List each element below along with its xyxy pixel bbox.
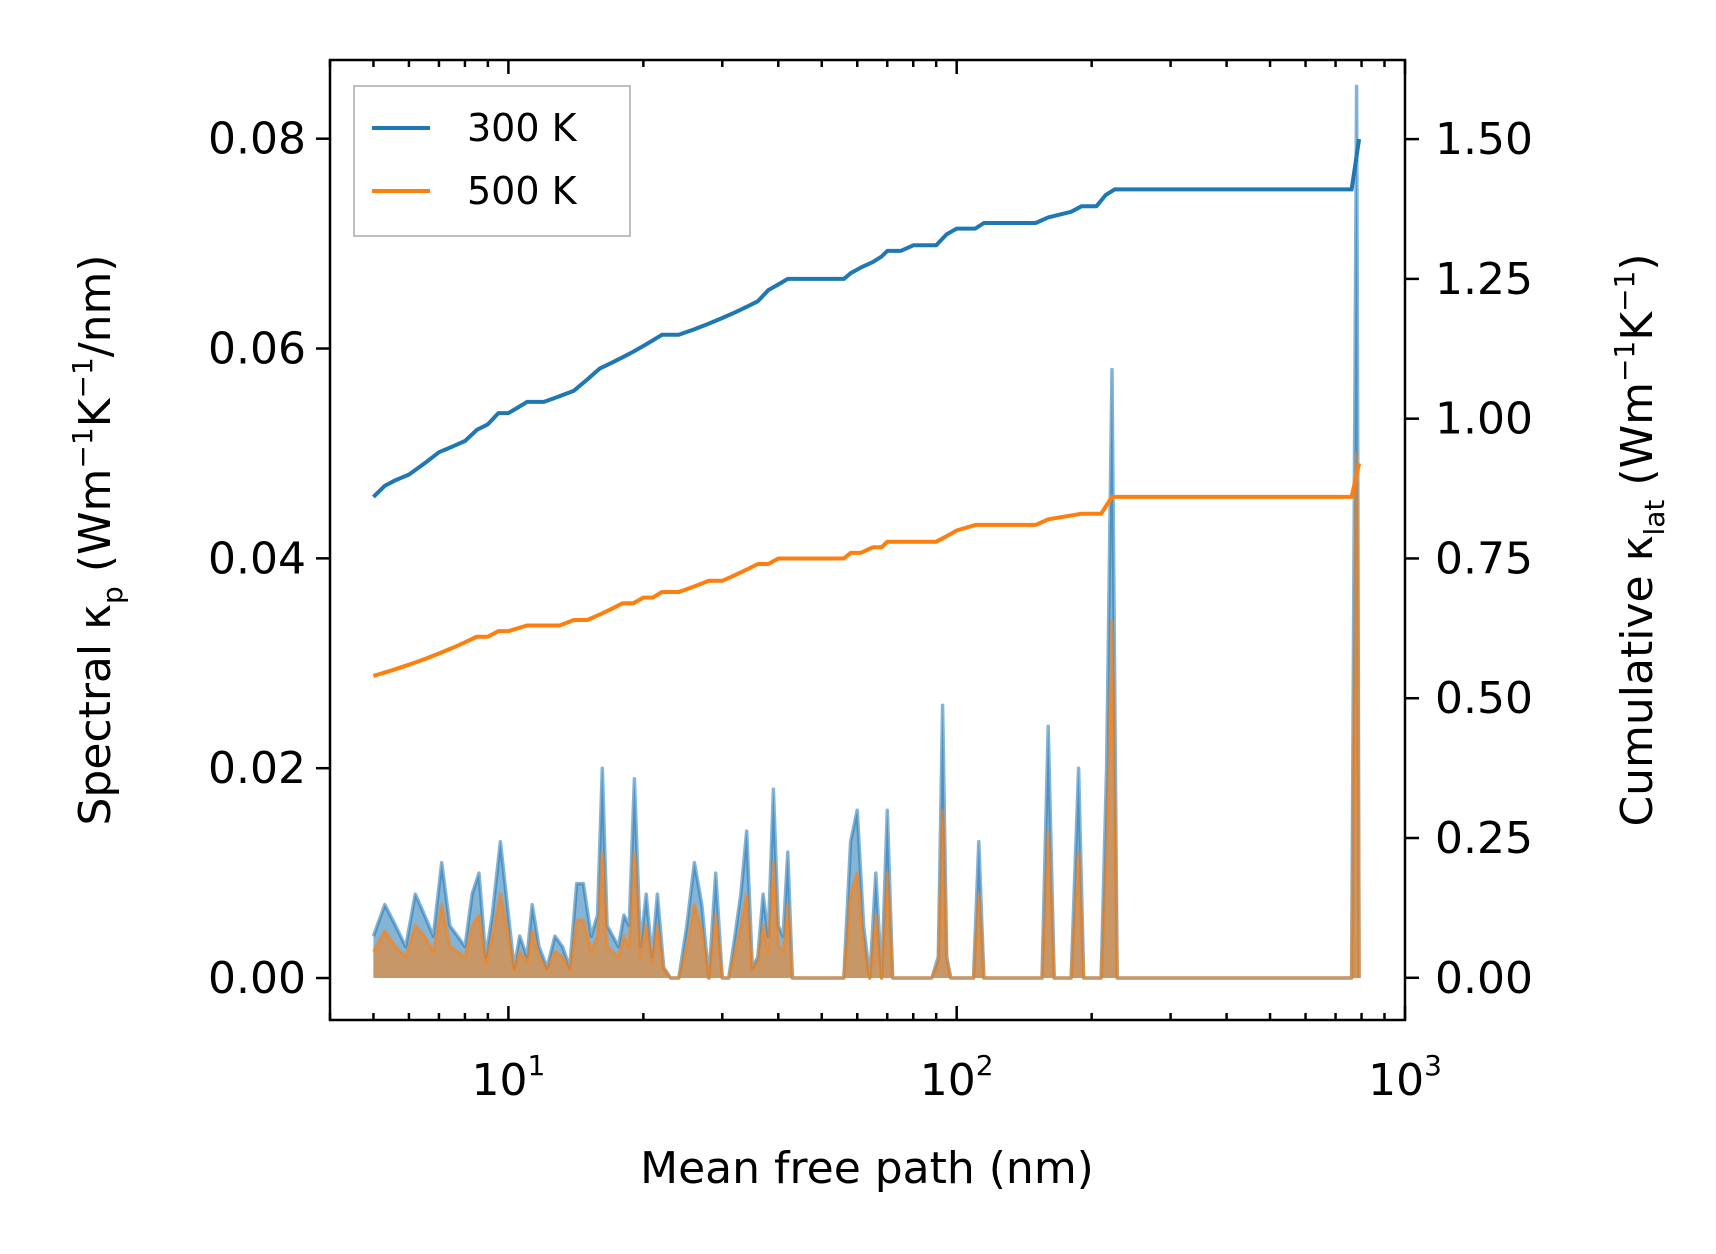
legend: 300 K 500 K xyxy=(353,85,631,237)
x-tick-label: 102 xyxy=(920,1049,994,1106)
spectral-area-500k xyxy=(373,453,1360,978)
right-y-tick-label: 0.75 xyxy=(1435,533,1533,584)
left-y-tick-label: 0.08 xyxy=(208,114,306,165)
plot-area xyxy=(371,84,1362,980)
cumulative-line-500k xyxy=(372,462,1362,678)
right-y-tick-label: 0.25 xyxy=(1435,813,1533,864)
cumulative-line-300k xyxy=(372,138,1362,499)
axes-frame xyxy=(328,58,1407,1022)
left-y-tick-label: 0.02 xyxy=(208,743,306,794)
right-y-tick-label: 1.25 xyxy=(1435,254,1533,305)
axis-ticks: 101 102 103 0.00 0.02 0.04 0.06 0.08 0.00 0.25 0.5… xyxy=(208,60,1533,1106)
left-y-tick-label: 0.04 xyxy=(208,533,306,584)
right-axis-label: Cumulative κlat (Wm−1K−1) xyxy=(1608,253,1671,826)
legend-box xyxy=(353,85,631,237)
legend-label-300k: 300 K xyxy=(467,106,578,150)
x-tick-label: 103 xyxy=(1368,1049,1442,1106)
x-tick-label: 101 xyxy=(471,1049,545,1106)
legend-label-500k: 500 K xyxy=(467,169,578,213)
left-y-tick-label: 0.06 xyxy=(208,324,306,375)
spectral-line-500k xyxy=(371,451,1361,980)
right-y-tick-label: 1.00 xyxy=(1435,394,1533,445)
left-axis-label: Spectral κp (Wm−1K−1/nm) xyxy=(66,254,129,825)
right-y-tick-label: 0.00 xyxy=(1435,953,1533,1004)
right-y-tick-label: 1.50 xyxy=(1435,114,1533,165)
left-y-tick-label: 0.00 xyxy=(208,953,306,1004)
x-axis-label: Mean free path (nm) xyxy=(640,1143,1094,1194)
right-y-tick-label: 0.50 xyxy=(1435,673,1533,724)
